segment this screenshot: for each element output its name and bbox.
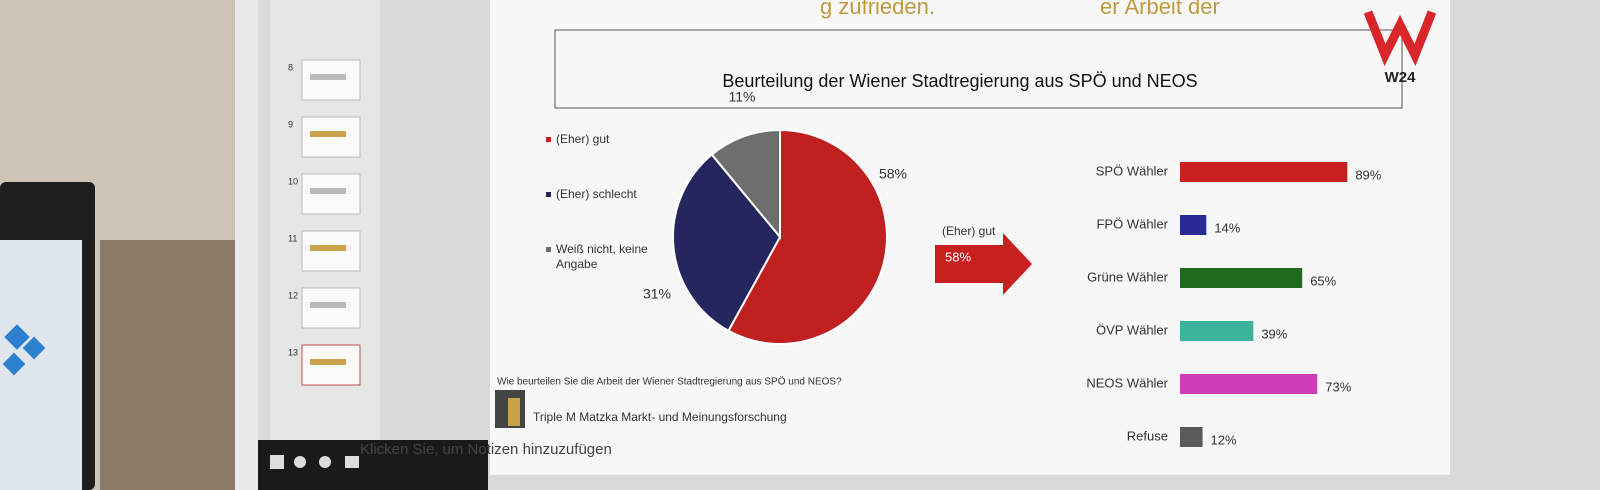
thumbnail-content <box>310 188 346 194</box>
legend-label: (Eher) schlecht <box>556 187 637 201</box>
bar-category: Refuse <box>1127 428 1168 443</box>
slide-title-fragment: er Arbeit der <box>1100 0 1220 19</box>
legend-line: Angabe <box>556 257 598 271</box>
legend-label: (Eher) gut <box>556 132 610 146</box>
data-label: 14% <box>1214 220 1240 235</box>
thumbnail-content <box>310 245 346 251</box>
bar-category: ÖVP Wähler <box>1096 322 1169 337</box>
thumbnails: 8 9 10 11 12 13 <box>288 59 361 386</box>
bar <box>1180 268 1303 288</box>
data-label: 12% <box>1211 432 1237 447</box>
notes-placeholder[interactable]: Klicken Sie, um Notizen hinzuzufügen <box>360 441 612 458</box>
data-label: 65% <box>1310 273 1336 288</box>
thumbnail-content <box>310 131 346 137</box>
arrow-label: (Eher) gut <box>942 224 996 238</box>
furniture <box>100 240 250 490</box>
logo-text: W24 <box>1385 69 1417 86</box>
data-label: 31% <box>643 286 671 302</box>
question: Wie beurteilen Sie die Arbeit der Wiener… <box>497 376 842 388</box>
chart-title-box <box>554 29 1403 109</box>
thumbnail-number: 8 <box>288 62 293 72</box>
bar-category: FPÖ Wähler <box>1096 216 1168 231</box>
thumbnail-number: 10 <box>288 176 298 186</box>
bar <box>1180 374 1318 394</box>
legend-marker <box>546 137 551 142</box>
thumbnail-content <box>310 302 346 308</box>
bar-category: SPÖ Wähler <box>1096 163 1169 178</box>
bar-chart: SPÖ Wähler 89% FPÖ Wähler 14% Grüne Wähler 65… <box>1086 162 1382 447</box>
thumbnail-number: 12 <box>288 290 298 300</box>
legend: (Eher) gut (Eher) schlecht Weiß nicht, kei… <box>546 132 648 271</box>
bar <box>1180 162 1348 182</box>
bar <box>1180 427 1203 447</box>
source: Triple M Matzka Markt- und Meinungsforsc… <box>533 410 787 424</box>
data-label: 58% <box>879 166 907 182</box>
data-label: 39% <box>1261 326 1287 341</box>
arrow <box>935 233 1032 295</box>
data-label: 89% <box>1355 167 1381 182</box>
pie-slice <box>672 153 782 333</box>
bar-category: NEOS Wähler <box>1086 375 1168 390</box>
footer-logo-accent <box>508 398 520 426</box>
chart-title: Beurteilung der Wiener Stadtregierung au… <box>722 71 1197 91</box>
legend-label: Weiß nicht, keine Angabe <box>556 242 648 271</box>
arrow-value: 58% <box>945 249 971 264</box>
data-label: 11% <box>729 89 756 105</box>
thumbnail-content <box>310 74 346 80</box>
bar <box>1180 215 1207 235</box>
slide <box>490 0 1450 475</box>
legend-line: Weiß nicht, keine <box>556 242 648 256</box>
logo-mark <box>1363 10 1437 67</box>
pie-slice <box>710 128 781 240</box>
legend-marker <box>546 247 551 252</box>
thumbnail-content <box>310 359 346 365</box>
bar <box>1180 321 1254 341</box>
legend-marker <box>546 192 551 197</box>
pie-slice <box>727 128 888 345</box>
data-label: 73% <box>1325 379 1351 394</box>
slide-title-fragment: g zufrieden. <box>820 0 935 19</box>
pie-chart: 58% 31% 11% <box>643 89 907 345</box>
thumbnail-number: 9 <box>288 119 293 129</box>
thumbnail-number: 13 <box>288 347 298 357</box>
thumbnail-number: 11 <box>288 233 297 243</box>
bar-category: Grüne Wähler <box>1087 269 1169 284</box>
taskbar-icons <box>270 455 359 469</box>
